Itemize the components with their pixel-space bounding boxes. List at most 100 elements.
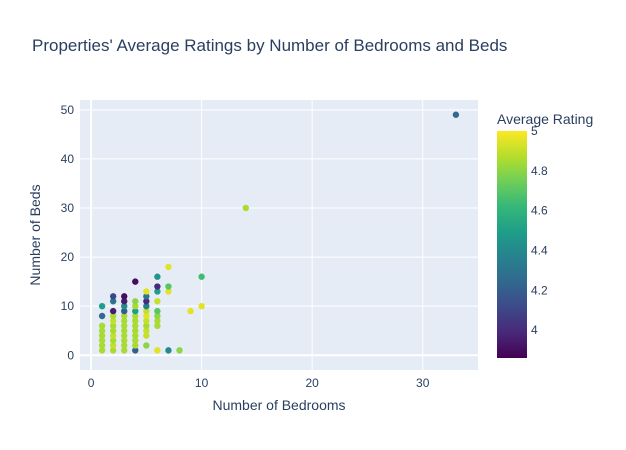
data-point <box>154 312 161 320</box>
data-point <box>143 288 150 295</box>
data-point <box>98 332 106 339</box>
data-point <box>121 302 128 310</box>
y-tick-label: 30 <box>61 201 75 215</box>
colorbar-tick-label: 4.6 <box>531 204 548 218</box>
data-point <box>154 322 161 330</box>
data-points <box>98 111 460 354</box>
data-point <box>121 342 128 349</box>
data-point <box>121 293 128 300</box>
data-point <box>132 342 139 349</box>
data-point <box>154 298 161 305</box>
x-tick-label: 10 <box>195 376 209 390</box>
data-point <box>109 293 117 300</box>
data-point <box>143 293 150 300</box>
data-point <box>132 278 139 285</box>
data-point <box>143 302 150 310</box>
colorbar-tick-label: 4 <box>531 323 538 337</box>
data-point <box>143 307 150 315</box>
data-point <box>121 327 128 334</box>
data-point <box>109 312 117 320</box>
plot-area <box>80 100 478 370</box>
data-point <box>143 322 150 330</box>
data-point <box>98 337 106 344</box>
colorbar-title: Average Rating <box>497 111 593 127</box>
data-point <box>121 347 128 354</box>
data-point <box>109 327 117 334</box>
y-tick-label: 20 <box>61 250 75 264</box>
data-point <box>143 327 150 334</box>
data-point <box>109 298 117 305</box>
colorbar-tick-label: 5 <box>531 124 538 138</box>
data-point <box>109 332 117 339</box>
data-point <box>121 307 128 315</box>
data-point <box>132 312 139 320</box>
data-point <box>98 347 106 354</box>
data-point <box>98 342 106 349</box>
data-point <box>132 302 139 310</box>
data-point <box>154 347 161 354</box>
data-point <box>154 288 161 295</box>
data-point <box>132 322 139 330</box>
data-point <box>132 327 139 334</box>
data-point <box>154 307 161 315</box>
data-point <box>98 322 106 330</box>
data-point <box>198 273 205 280</box>
data-point <box>121 337 128 344</box>
y-tick-label: 40 <box>61 152 75 166</box>
data-point <box>242 204 250 212</box>
data-point <box>165 283 172 290</box>
y-axis-title: Number of Beds <box>27 184 43 285</box>
x-tick-label: 20 <box>305 376 319 390</box>
data-point <box>109 322 117 330</box>
x-tick-label: 30 <box>416 376 430 390</box>
data-point <box>143 342 150 349</box>
x-axis-title: Number of Bedrooms <box>212 397 345 413</box>
chart-title: Properties' Average Ratings by Number of… <box>32 36 507 55</box>
data-point <box>165 263 172 271</box>
data-point <box>154 317 161 325</box>
x-tick-label: 0 <box>88 376 95 390</box>
data-point <box>132 298 139 305</box>
y-tick-label: 50 <box>61 103 75 117</box>
data-point <box>109 347 117 354</box>
data-point <box>187 307 194 315</box>
y-tick-labels: 0 10 20 30 40 50 <box>61 103 75 362</box>
data-point <box>143 317 150 325</box>
data-point <box>121 322 128 330</box>
y-tick-label: 10 <box>61 299 75 313</box>
data-point <box>132 337 139 344</box>
data-point <box>154 283 161 290</box>
data-point <box>154 273 161 280</box>
data-point <box>121 332 128 339</box>
data-point <box>132 332 139 339</box>
data-point <box>109 307 117 315</box>
data-point <box>98 327 106 334</box>
data-point <box>165 347 172 354</box>
data-point <box>121 298 128 305</box>
colorbar <box>497 131 527 358</box>
data-point <box>143 332 150 339</box>
colorbar-tick-label: 4.8 <box>531 164 548 178</box>
data-point <box>109 342 117 349</box>
x-tick-labels: 0 10 20 30 <box>88 376 430 390</box>
data-point <box>121 317 128 325</box>
data-point <box>452 111 460 118</box>
y-tick-label: 0 <box>67 348 74 362</box>
data-point <box>143 298 150 305</box>
data-point <box>198 302 205 310</box>
data-point <box>109 317 117 325</box>
colorbar-tick-label: 4.2 <box>531 283 548 297</box>
data-point <box>98 312 106 320</box>
data-point <box>121 312 128 320</box>
data-point <box>143 312 150 320</box>
data-point <box>132 317 139 325</box>
data-point <box>165 288 172 295</box>
data-point <box>109 337 117 344</box>
data-point <box>176 347 183 354</box>
colorbar-tick-label: 4.4 <box>531 243 548 257</box>
data-point <box>132 307 139 315</box>
data-point <box>98 302 106 310</box>
colorbar-tick-labels: 4 4.2 4.4 4.6 4.8 5 <box>531 124 548 337</box>
data-point <box>132 347 139 354</box>
